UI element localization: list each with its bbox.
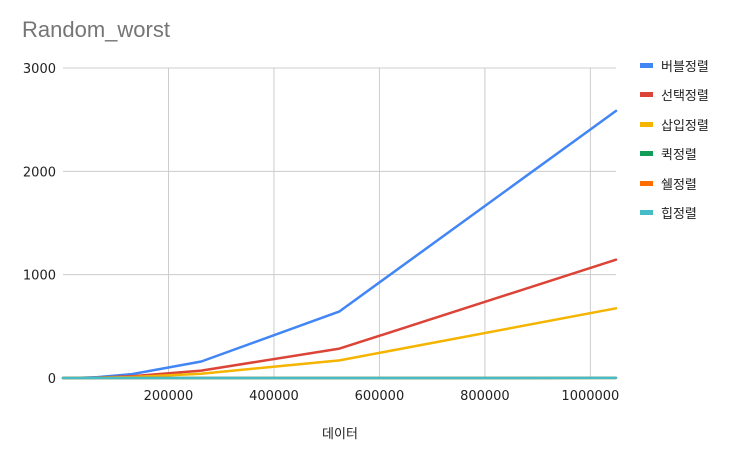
legend-swatch — [640, 121, 653, 127]
series-line — [61, 307, 618, 380]
legend-item: 퀵정렬 — [640, 147, 709, 164]
y-tick-label: 0 — [48, 372, 56, 387]
legend-label: 쉘정렬 — [661, 177, 697, 193]
chart-title: Random_worst — [22, 17, 170, 42]
y-tick-label: 1000 — [23, 269, 56, 284]
legend-label: 삽입정렬 — [661, 118, 709, 134]
legend-label: 힙정렬 — [661, 207, 697, 223]
legend-item: 선택정렬 — [640, 88, 709, 105]
y-tick-label: 3000 — [23, 62, 56, 77]
legend-item: 삽입정렬 — [640, 117, 709, 134]
x-tick-label: 200000 — [144, 389, 194, 404]
legend-swatch — [640, 62, 653, 68]
legend-label: 선택정렬 — [661, 89, 709, 105]
x-tick-label: 800000 — [460, 389, 510, 404]
x-axis-title: 데이터 — [322, 427, 358, 442]
legend-item: 쉘정렬 — [640, 176, 709, 193]
x-tick-label: 400000 — [249, 389, 299, 404]
legend-item: 힙정렬 — [640, 206, 709, 223]
legend-item: 버블정렬 — [640, 58, 709, 75]
series-line — [61, 109, 618, 380]
x-tick-label: 1000000 — [561, 389, 619, 404]
y-tick-label: 2000 — [23, 165, 56, 180]
legend-label: 버블정렬 — [661, 59, 709, 75]
legend-label: 퀵정렬 — [661, 148, 697, 164]
legend-swatch — [640, 151, 653, 157]
x-tick-label: 600000 — [355, 389, 405, 404]
legend-swatch — [640, 180, 653, 186]
legend-swatch — [640, 92, 653, 98]
legend-swatch — [640, 210, 653, 216]
